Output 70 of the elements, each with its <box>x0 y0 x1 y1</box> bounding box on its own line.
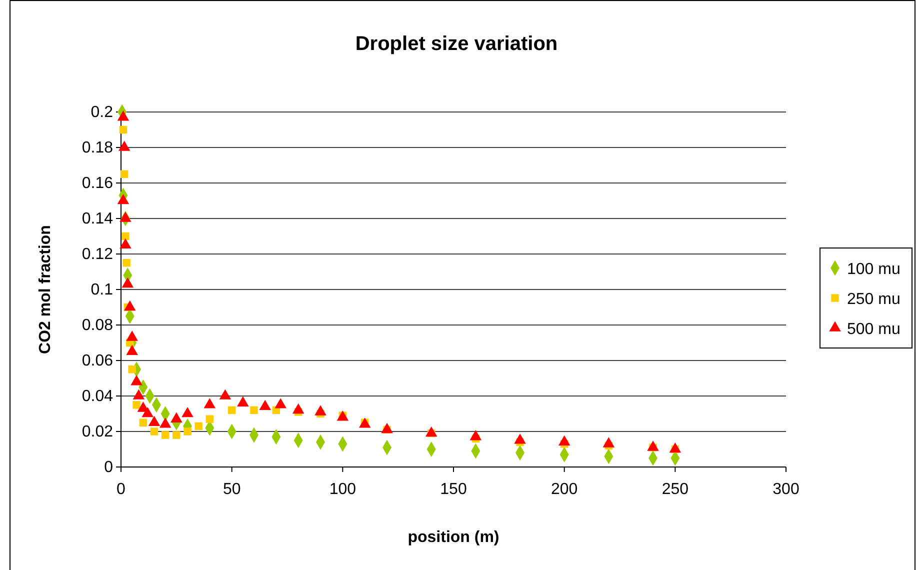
point <box>119 126 128 134</box>
point <box>126 330 138 341</box>
point <box>150 428 158 436</box>
point <box>172 431 180 439</box>
point <box>130 375 142 386</box>
point <box>425 426 438 437</box>
y-tick-label: 0.06 <box>82 352 114 370</box>
point <box>184 428 192 436</box>
point <box>120 212 132 222</box>
point <box>128 366 136 374</box>
y-tick-label: 0.1 <box>90 282 114 299</box>
point <box>292 403 304 414</box>
point <box>142 406 154 418</box>
point <box>120 238 132 249</box>
point <box>182 406 194 418</box>
y-axis-title: CO2 mol fraction <box>37 225 54 354</box>
legend-label: 250 mu <box>847 291 900 308</box>
point <box>470 430 482 440</box>
point <box>117 194 130 204</box>
y-tick-label: 0.08 <box>82 317 114 334</box>
x-tick-label: 100 <box>329 481 356 498</box>
point <box>602 437 615 448</box>
point <box>122 277 134 288</box>
point <box>118 140 130 151</box>
point <box>647 440 659 451</box>
point <box>237 396 249 406</box>
y-tick-label: 0.02 <box>82 424 114 441</box>
point <box>259 400 271 410</box>
point <box>117 110 130 121</box>
legend-label: 500 mu <box>847 321 900 338</box>
y-tick-label: 0.2 <box>90 104 114 122</box>
point <box>170 412 182 422</box>
point <box>120 170 128 178</box>
x-axis-title: position (m) <box>408 529 500 546</box>
point <box>204 398 216 408</box>
point <box>669 442 682 453</box>
point <box>148 416 160 426</box>
point <box>206 415 214 423</box>
point <box>228 406 236 414</box>
point <box>132 401 140 409</box>
point <box>139 418 148 426</box>
legend-label: 100 mu <box>847 261 900 278</box>
y-tick-label: 0.16 <box>82 175 114 192</box>
x-tick-label: 250 <box>662 481 689 498</box>
point <box>126 344 138 356</box>
point <box>274 398 286 408</box>
y-tick-label: 0.14 <box>82 210 114 228</box>
x-tick-label: 150 <box>440 481 467 498</box>
y-tick-label: 0.12 <box>82 246 114 264</box>
point <box>314 405 326 416</box>
y-tick-label: 0.18 <box>82 140 114 157</box>
chart-title: Droplet size variation <box>355 33 558 55</box>
y-tick-label: 0.04 <box>82 388 114 406</box>
point <box>381 422 393 434</box>
x-tick-label: 300 <box>772 481 800 498</box>
x-tick-label: 0 <box>116 481 126 498</box>
point <box>194 422 202 430</box>
point <box>219 389 232 400</box>
point <box>159 418 172 428</box>
x-tick-label: 200 <box>550 481 578 498</box>
point <box>558 435 570 446</box>
point <box>250 406 258 414</box>
point <box>132 389 145 400</box>
x-tick-label: 50 <box>222 481 241 498</box>
point <box>161 431 170 439</box>
point <box>124 300 136 311</box>
y-tick-label: 0 <box>104 459 114 476</box>
point <box>514 434 526 444</box>
point <box>122 259 130 267</box>
point <box>122 232 130 240</box>
